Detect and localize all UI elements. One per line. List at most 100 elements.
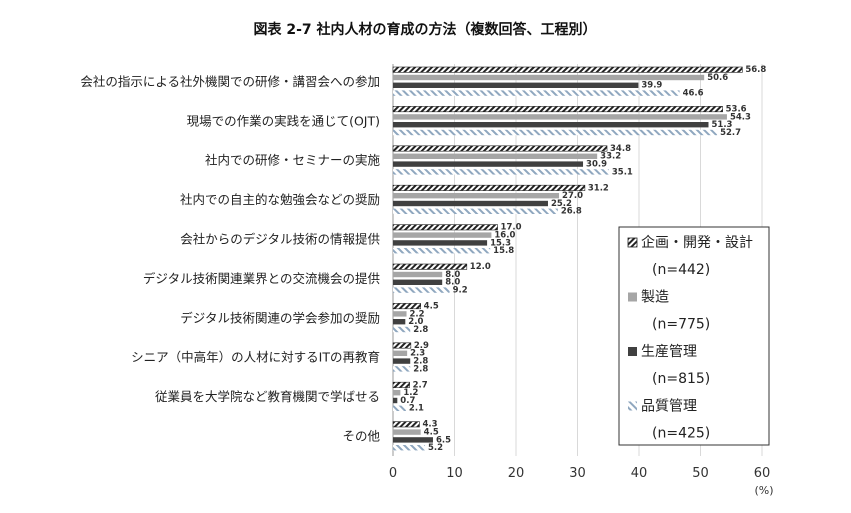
x-tick-label: 30 <box>569 466 586 481</box>
data-label: 27.0 <box>562 191 583 201</box>
category-label: 会社の指示による社外機関での研修・講習会への参加 <box>80 74 380 89</box>
data-label: 52.7 <box>720 128 741 138</box>
category-label: 社内での研修・セミナーの実施 <box>205 153 381 168</box>
bar-1 <box>392 106 723 113</box>
data-label: 31.2 <box>588 183 609 193</box>
data-label: 53.6 <box>726 105 747 115</box>
bar-1 <box>392 224 498 231</box>
data-label: 2.1 <box>409 404 424 414</box>
data-label: 15.8 <box>493 246 514 256</box>
x-tick-label: 0 <box>389 466 397 481</box>
data-label: 35.1 <box>612 167 633 177</box>
bar-3 <box>393 240 488 246</box>
data-label: 46.6 <box>683 89 704 99</box>
data-label: 9.2 <box>453 286 468 296</box>
legend-swatch <box>628 401 637 411</box>
bar-2 <box>393 429 421 435</box>
category-label: その他 <box>342 429 380 444</box>
category-label: 会社からのデジタル技術の情報提供 <box>180 232 380 247</box>
category-label: 従業員を大学院など教育機関で学ばせる <box>155 389 380 404</box>
data-label: 5.2 <box>428 443 443 453</box>
data-label: 1.2 <box>403 388 418 398</box>
bar-4 <box>393 90 680 96</box>
data-label: 50.6 <box>707 73 728 83</box>
bar-2 <box>393 193 560 199</box>
labels-layer: 会社の指示による社外機関での研修・講習会への参加 56.8 50.6 39.9 46.6… <box>80 65 766 453</box>
category-label: デジタル技術関連業界との交流機会の提供 <box>143 271 380 286</box>
bar-4 <box>393 366 411 372</box>
bar-4 <box>393 129 718 136</box>
legend-box <box>618 226 770 446</box>
data-label: 0.7 <box>400 396 415 406</box>
bar-2 <box>393 350 408 356</box>
data-label: 2.7 <box>413 380 428 390</box>
category-label: シニア（中高年）の人材に対するITの再教育 <box>131 350 380 365</box>
bar-1 <box>392 263 468 270</box>
chart-title: 図表 2-7 社内人材の育成の方法（複数回答、工程別） <box>253 21 596 38</box>
data-label: 34.8 <box>610 144 631 154</box>
data-label: 30.9 <box>586 160 607 170</box>
bar-4 <box>393 169 609 175</box>
data-label: 26.8 <box>561 207 582 217</box>
bars-layer <box>392 66 743 451</box>
bar-1 <box>392 381 410 388</box>
category-label: デジタル技術関連の学会参加の奨励 <box>180 310 380 325</box>
bar-4 <box>393 445 425 451</box>
bar-3 <box>393 82 639 88</box>
bar-1 <box>392 184 586 191</box>
x-tick-label: 60 <box>754 466 771 481</box>
data-label: 17.0 <box>501 223 522 233</box>
x-tick-label: 10 <box>446 466 463 481</box>
legend-label: 企画・開発・設計 <box>641 234 753 251</box>
x-tick-label: 40 <box>631 466 648 481</box>
data-label: 33.2 <box>600 152 621 162</box>
x-axis-unit: (%) <box>754 484 773 497</box>
data-label: 16.0 <box>494 231 515 241</box>
legend-swatch <box>628 347 637 356</box>
bar-3 <box>393 358 411 364</box>
data-label: 2.2 <box>410 309 425 319</box>
data-label: 56.8 <box>745 65 766 75</box>
x-tick-label: 50 <box>692 466 709 481</box>
bar-2 <box>393 390 401 396</box>
bar-3 <box>393 161 584 167</box>
bar-3 <box>393 122 709 128</box>
data-label: 2.3 <box>410 349 425 359</box>
legend-label: 製造 <box>641 290 669 306</box>
data-label: 6.5 <box>436 435 451 445</box>
bar-1 <box>392 66 743 73</box>
legend-label: 品質管理 <box>641 399 697 415</box>
data-label: 4.3 <box>422 420 437 430</box>
bar-3 <box>393 279 443 285</box>
legend-n-label: (n=442) <box>652 262 710 278</box>
legend-n-label: (n=425) <box>652 426 710 442</box>
legend-swatch <box>628 292 637 302</box>
data-label: 25.2 <box>551 199 572 209</box>
bar-3 <box>393 397 398 404</box>
legend-swatch <box>627 237 638 248</box>
data-label: 2.8 <box>413 357 428 367</box>
legend-label: 生産管理 <box>641 344 697 360</box>
bar-2 <box>393 311 407 317</box>
bar-3 <box>393 319 406 325</box>
bar-2 <box>393 232 492 238</box>
bar-4 <box>393 248 491 254</box>
axis-layer: (%) 0 10 20 30 40 50 60 <box>389 466 774 497</box>
bar-1 <box>392 145 608 152</box>
bar-1 <box>392 421 420 428</box>
bar-1 <box>392 303 421 310</box>
bar-3 <box>393 200 548 207</box>
data-label: 2.8 <box>413 364 428 374</box>
bar-1 <box>392 342 412 349</box>
data-label: 2.0 <box>408 317 423 327</box>
bar-2 <box>393 271 443 278</box>
data-label: 8.0 <box>445 278 460 288</box>
bar-3 <box>393 437 433 443</box>
legend-n-label: (n=775) <box>652 317 710 333</box>
data-label: 12.0 <box>470 262 491 272</box>
data-label: 8.0 <box>445 270 460 280</box>
data-label: 2.8 <box>413 325 428 335</box>
legend-n-label: (n=815) <box>652 371 710 387</box>
bar-4 <box>393 326 411 333</box>
data-label: 51.3 <box>711 120 732 130</box>
